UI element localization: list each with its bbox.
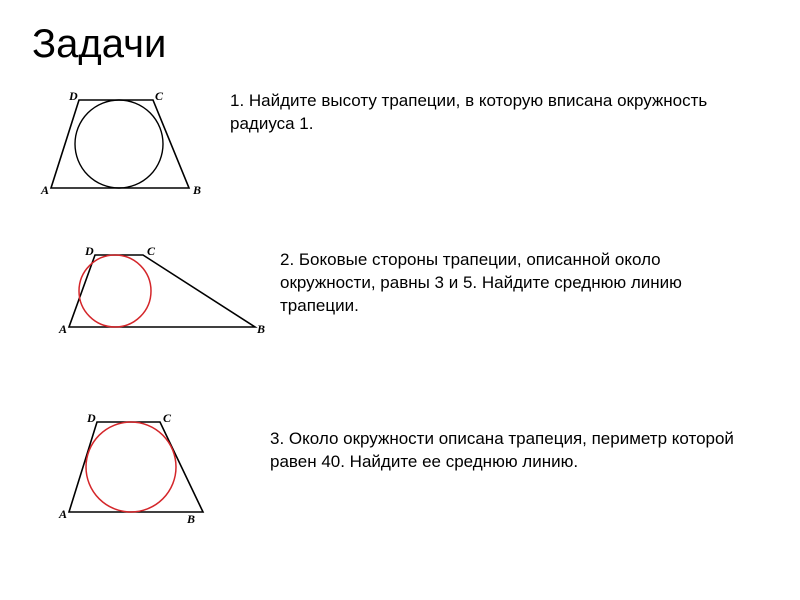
vertex-label-a: A <box>58 507 67 521</box>
page-title: Задачи <box>32 22 166 67</box>
problem-1-text: 1. Найдите высоту трапеции, в которую вп… <box>230 90 750 136</box>
problem-3-text: 3. Около окружности описана трапеция, пе… <box>270 428 740 474</box>
trapezoid-diagram-3: A B C D <box>55 410 215 525</box>
vertex-label-b: B <box>256 322 265 336</box>
trapezoid-diagram-2: A B C D <box>55 245 270 340</box>
problem-2: A B C D 2. Боковые стороны трапеции, опи… <box>55 245 765 340</box>
problem-1: A B C D 1. Найдите высоту трапеции, в ко… <box>35 90 765 200</box>
vertex-label-c: C <box>163 411 172 425</box>
vertex-label-c: C <box>155 90 164 103</box>
vertex-label-b: B <box>186 512 195 525</box>
problem-2-text: 2. Боковые стороны трапеции, описанной о… <box>280 249 710 318</box>
trapezoid-diagram-1: A B C D <box>35 90 205 200</box>
vertex-label-a: A <box>40 183 49 197</box>
vertex-label-a: A <box>58 322 67 336</box>
vertex-label-d: D <box>68 90 78 103</box>
vertex-label-c: C <box>147 245 156 258</box>
vertex-label-d: D <box>86 411 96 425</box>
problem-3: A B C D 3. Около окружности описана трап… <box>55 410 765 525</box>
vertex-label-d: D <box>84 245 94 258</box>
vertex-label-b: B <box>192 183 201 197</box>
